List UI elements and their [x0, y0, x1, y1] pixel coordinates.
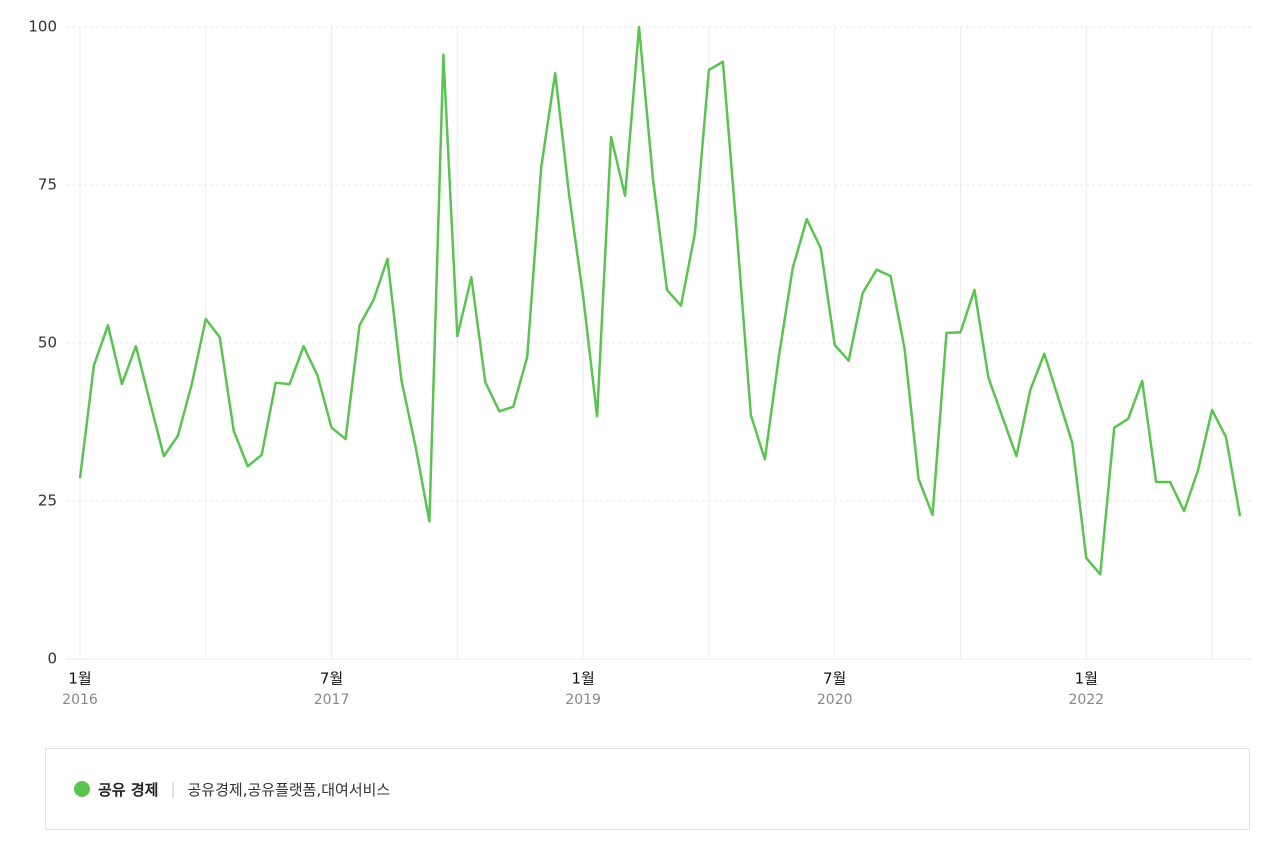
y-tick-label: 50 — [38, 334, 57, 352]
x-tick-label: 1월 — [68, 670, 91, 688]
x-tick-year: 2022 — [1068, 692, 1104, 708]
x-tick-year: 2020 — [817, 692, 853, 708]
series-line — [78, 25, 1242, 576]
y-tick-label: 25 — [38, 492, 57, 510]
y-tick-label: 0 — [47, 650, 57, 668]
legend: 공유 경제 | 공유경제,공유플랫폼,대여서비스 — [45, 748, 1250, 830]
y-tick-label: 100 — [28, 18, 57, 36]
x-tick-label: 7월 — [320, 670, 343, 688]
legend-separator: | — [170, 780, 176, 798]
y-tick-label: 75 — [38, 176, 57, 194]
chart: 0 25 50 75 100 1월 2016 7월 2017 1월 2019 7월 2020 1월 2022 — [28, 18, 1252, 708]
x-tick-label: 1월 — [571, 670, 594, 688]
x-tick-label: 7월 — [823, 670, 846, 688]
legend-marker — [74, 781, 90, 797]
x-tick-year: 2017 — [314, 692, 350, 708]
legend-series-name[interactable]: 공유 경제 — [98, 780, 159, 799]
x-tick-year: 2016 — [62, 692, 98, 708]
x-tick-label: 1월 — [1075, 670, 1098, 688]
legend-keywords: 공유경제,공유플랫폼,대여서비스 — [187, 780, 391, 799]
x-tick-year: 2019 — [565, 692, 601, 708]
